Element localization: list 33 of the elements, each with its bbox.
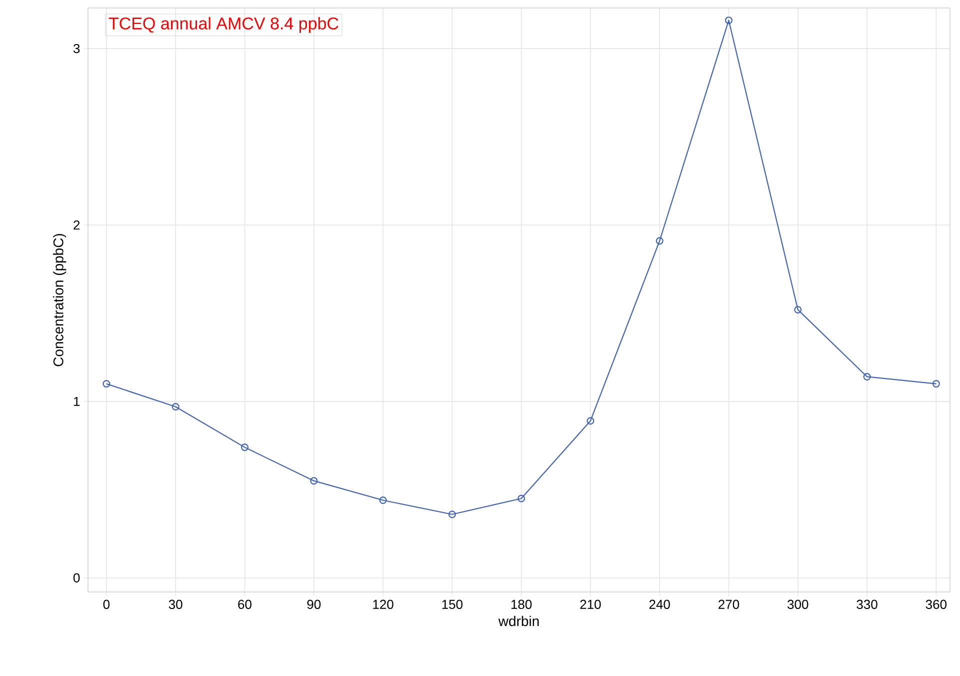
y-axis-title: Concentration (ppbC) xyxy=(53,234,66,366)
annotation: TCEQ annual AMCV 8.4 ppbC xyxy=(108,17,338,33)
point xyxy=(518,494,526,502)
x-tick-label: 330 xyxy=(856,600,878,609)
y-tick-label: 0 xyxy=(73,573,80,582)
x-axis-title: wdrbin xyxy=(498,616,539,626)
x-tick-label: 60 xyxy=(238,600,252,609)
x-tick-label: 30 xyxy=(168,600,182,609)
x-tick-label: 150 xyxy=(442,600,463,609)
point xyxy=(724,16,732,24)
point xyxy=(932,380,940,388)
point xyxy=(656,237,664,245)
point xyxy=(448,510,456,518)
x-tick-label: 180 xyxy=(511,600,532,609)
y-tick-label: 1 xyxy=(74,396,80,406)
x-tick-label: 300 xyxy=(788,600,808,609)
x-tick-label: 120 xyxy=(373,600,394,609)
point xyxy=(172,402,180,410)
y-tick-label: 3 xyxy=(73,44,80,54)
x-tick-label: 360 xyxy=(926,600,947,609)
point xyxy=(310,477,318,485)
y-tick-label: 2 xyxy=(74,220,80,230)
point xyxy=(240,444,248,452)
x-tick-label: 240 xyxy=(649,600,670,609)
x-tick-label: 90 xyxy=(307,600,321,609)
point xyxy=(586,417,594,425)
x-tick-label: 0 xyxy=(103,600,110,609)
x-tick-label: 210 xyxy=(580,600,601,609)
point xyxy=(863,372,871,380)
point xyxy=(794,306,802,314)
point xyxy=(379,496,387,504)
point xyxy=(102,380,110,388)
x-tick-label: 270 xyxy=(718,600,740,609)
